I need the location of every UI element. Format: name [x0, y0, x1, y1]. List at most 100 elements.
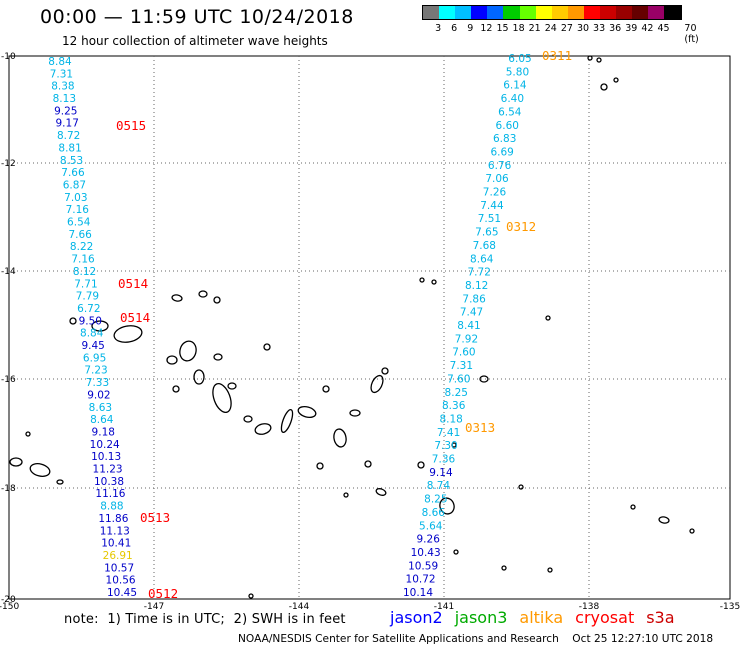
wave-height-value: 10.72 — [406, 574, 436, 586]
wave-height-value: 7.16 — [71, 254, 95, 266]
page-title: 00:00 — 11:59 UTC 10/24/2018 — [40, 6, 354, 28]
island-outline — [113, 325, 143, 343]
scale-swatch — [600, 6, 617, 19]
map-gridlines — [9, 56, 730, 599]
wave-height-value: 7.31 — [50, 68, 73, 80]
island-outline — [658, 516, 670, 524]
color-scale-labels: 3 6 9 12 15 18 21 24 27 30 33 36 39 42 45 70 (ft) — [422, 20, 699, 45]
wave-height-value: 6.05 — [508, 53, 531, 65]
wave-height-value: 7.60 — [447, 373, 470, 385]
wave-height-value: 8.84 — [80, 328, 104, 340]
wave-height-value: 8.12 — [73, 266, 96, 278]
pass-time-labels: 0515 0514 0514 0513 0512 0311 0312 0313 — [116, 48, 572, 601]
scale-swatch — [616, 6, 633, 19]
latitude-label: -10 — [1, 52, 16, 62]
wave-height-value: 8.41 — [457, 320, 480, 332]
map-frame — [8, 55, 731, 600]
pass-time-label: 0514 — [118, 276, 148, 291]
wave-height-value: 10.24 — [90, 439, 120, 451]
longitude-label: -150 — [0, 602, 19, 612]
wave-height-value: 8.25 — [445, 387, 468, 399]
island-outline — [333, 428, 347, 448]
wave-height-value: 7.92 — [455, 333, 478, 345]
map-border — [8, 55, 731, 600]
wave-height-value: 6.83 — [493, 133, 516, 145]
wave-height-value: 10.43 — [411, 547, 441, 559]
wave-height-value: 9.18 — [92, 426, 115, 438]
wave-height-value: 8.66 — [422, 507, 446, 519]
island-outlines — [9, 55, 695, 599]
island-outline — [518, 484, 524, 490]
page-subtitle: 12 hour collection of altimeter wave hei… — [62, 34, 328, 48]
wave-height-value: 8.25 — [424, 494, 447, 506]
island-outline — [419, 277, 425, 283]
wave-height-value: 7.79 — [76, 291, 99, 303]
wave-height-value: 5.80 — [506, 66, 529, 78]
wave-height-value: 6.14 — [503, 80, 527, 92]
island-outline — [29, 463, 51, 477]
latitude-label: -16 — [1, 375, 16, 385]
wave-height-value: 8.72 — [57, 130, 80, 142]
island-outline — [166, 355, 178, 365]
island-outline — [343, 492, 349, 498]
island-outline — [689, 528, 695, 534]
wave-height-value: 7.65 — [475, 227, 498, 239]
island-outline — [417, 461, 425, 469]
satellite-legend: jason2 jason3 altika cryosat s3a — [390, 608, 687, 627]
wave-height-value: 8.38 — [51, 81, 74, 93]
island-outline — [263, 343, 271, 351]
wave-height-value: 7.23 — [84, 365, 107, 377]
wave-height-value: 7.44 — [480, 200, 504, 212]
wave-height-value: 6.69 — [490, 146, 513, 158]
scale-swatch — [664, 6, 681, 19]
wave-height-value: 8.18 — [439, 413, 462, 425]
scale-label: 39 — [625, 23, 638, 34]
axis-labels: -10 -12 -14 -16 -18 -20-150 -147 -144 -141 -138 -1… — [0, 52, 740, 612]
scale-label: 3 — [435, 23, 442, 34]
island-outline — [479, 375, 489, 383]
latitude-label: -12 — [1, 159, 16, 169]
island-outline — [248, 593, 254, 599]
island-outline — [451, 442, 457, 448]
wave-height-value: 6.60 — [496, 120, 519, 132]
scale-swatch — [519, 6, 536, 19]
wave-height-value: 9.17 — [56, 118, 79, 130]
island-outline — [91, 320, 109, 332]
scale-label: 24 — [544, 23, 557, 34]
wave-height-value: 8.64 — [470, 253, 494, 265]
wave-height-value: 10.45 — [107, 587, 137, 599]
satellite-legend-item: jason2 — [390, 608, 443, 627]
wave-height-value: 8.22 — [70, 241, 93, 253]
island-outline — [213, 296, 221, 304]
longitude-label: -138 — [579, 602, 600, 612]
wave-height-value: 7.16 — [66, 204, 90, 216]
satellite-legend-item: altika — [519, 608, 564, 627]
island-outline — [227, 382, 237, 390]
wave-height-value: 7.33 — [86, 377, 109, 389]
island-outline — [630, 504, 636, 510]
wave-height-value: 11.86 — [98, 513, 128, 525]
wave-height-value: 8.12 — [465, 280, 488, 292]
longitude-label: -141 — [434, 602, 454, 612]
wave-height-value: 26.91 — [103, 550, 133, 562]
scale-label: 12 — [480, 23, 493, 34]
island-outline — [501, 565, 507, 571]
wave-height-value: 7.47 — [460, 307, 483, 319]
wave-height-value: 8.64 — [90, 414, 114, 426]
wave-height-value: 7.26 — [483, 187, 507, 199]
island-outline — [613, 77, 619, 83]
satellite-legend-item: jason3 — [454, 608, 508, 627]
island-outline — [364, 460, 372, 468]
island-outline — [193, 369, 205, 385]
wave-height-value: 7.68 — [473, 240, 496, 252]
island-outline — [547, 567, 553, 573]
island-outline — [596, 57, 602, 63]
island-outline — [69, 317, 77, 325]
scale-label: 18 — [512, 23, 525, 34]
scale-label: 27 — [560, 23, 573, 34]
scale-label: 6 — [451, 23, 458, 34]
scale-label: 36 — [609, 23, 622, 34]
island-outline — [297, 405, 317, 419]
wave-height-value: 7.31 — [450, 360, 473, 372]
